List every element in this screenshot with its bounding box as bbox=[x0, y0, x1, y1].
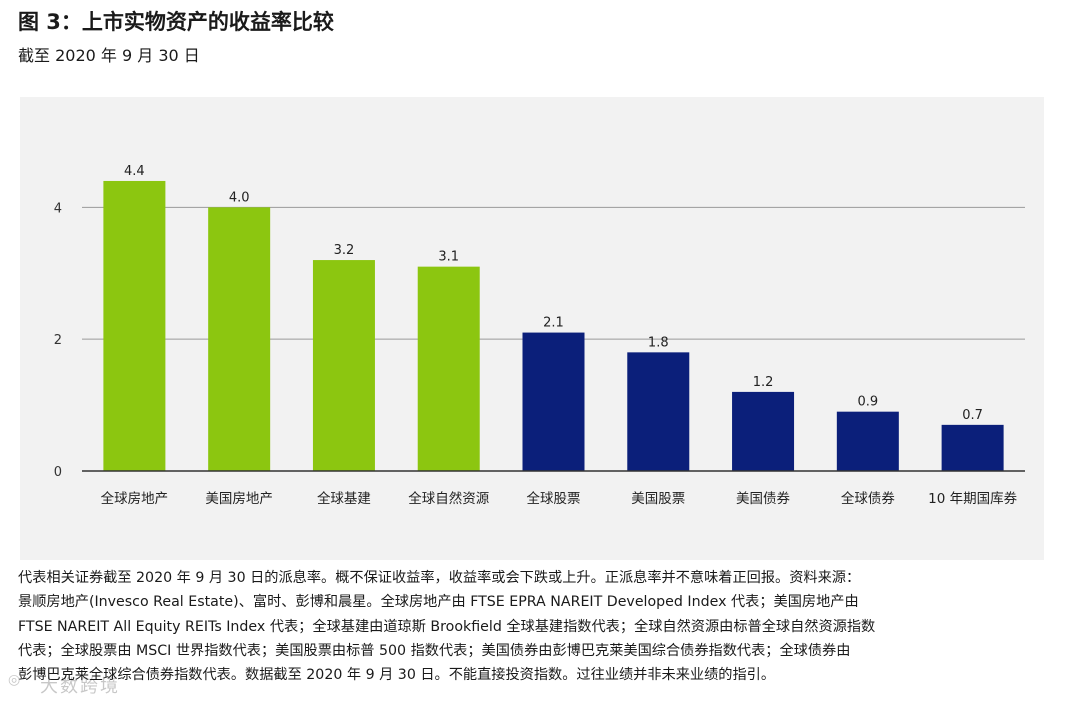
bar bbox=[836, 411, 899, 471]
chart-subtitle: 截至 2020 年 9 月 30 日 bbox=[18, 46, 200, 65]
data-label: 1.2 bbox=[753, 375, 774, 390]
chart-title: 图 3：上市实物资产的收益率比较 bbox=[18, 10, 334, 34]
x-tick-label: 10 年期国库券 bbox=[928, 491, 1017, 507]
y-tick-label: 0 bbox=[54, 465, 62, 480]
watermark-logo-icon: ◎ bbox=[8, 672, 21, 688]
bar-chart: 0 2 4 4.4 全球房地产 4.0 美国房地产 3.2 全球基建 3.1 全球自然资源 2.1 全球… bbox=[54, 164, 1025, 507]
footnote: 代表相关证券截至 2020 年 9 月 30 日的派息率。概不保证收益率，收益率… bbox=[18, 566, 1064, 687]
data-label: 2.1 bbox=[543, 316, 564, 331]
x-tick-label: 美国股票 bbox=[631, 491, 685, 507]
x-tick-label: 全球股票 bbox=[527, 490, 581, 507]
data-label: 3.1 bbox=[438, 250, 459, 265]
footnote-line: FTSE NAREIT All Equity REITs Index 代表；全球… bbox=[18, 618, 876, 635]
footnote-line: 代表相关证券截至 2020 年 9 月 30 日的派息率。概不保证收益率，收益率… bbox=[18, 570, 861, 586]
x-tick-label: 全球债券 bbox=[841, 490, 895, 507]
bar bbox=[627, 352, 690, 471]
y-tick-label: 2 bbox=[54, 333, 62, 348]
bar bbox=[522, 332, 585, 471]
bar bbox=[941, 424, 1004, 471]
data-label: 3.2 bbox=[334, 243, 355, 258]
data-label: 0.9 bbox=[857, 395, 878, 410]
data-label: 0.7 bbox=[962, 408, 983, 423]
footnote-line: 景顺房地产(Invesco Real Estate)、富时、彭博和晨星。全球房地… bbox=[18, 594, 859, 611]
data-label: 4.4 bbox=[124, 164, 145, 179]
watermark-text: 大数跨境 bbox=[40, 676, 120, 697]
x-tick-label: 全球自然资源 bbox=[408, 490, 489, 507]
bar bbox=[732, 391, 795, 471]
x-tick-label: 全球基建 bbox=[317, 490, 371, 507]
data-label: 1.8 bbox=[648, 335, 669, 350]
footnote-line: 彭博巴克莱全球综合债券指数代表。数据截至 2020 年 9 月 30 日。不能直… bbox=[18, 667, 776, 684]
x-tick-label: 美国房地产 bbox=[205, 491, 273, 507]
bar bbox=[103, 180, 166, 472]
x-tick-label: 全球房地产 bbox=[101, 490, 169, 507]
x-tick-label: 美国债券 bbox=[736, 491, 790, 507]
data-label: 4.0 bbox=[229, 190, 250, 205]
bar bbox=[208, 207, 271, 471]
y-tick-label: 4 bbox=[54, 201, 62, 216]
bar bbox=[312, 260, 375, 471]
bar bbox=[417, 266, 480, 471]
chart-panel: 0 2 4 4.4 全球房地产 4.0 美国房地产 3.2 全球基建 3.1 全球自然资源 2.1 全球… bbox=[20, 97, 1044, 560]
footnote-line: 代表；全球股票由 MSCI 世界指数代表；美国股票由标普 500 指数代表；美国… bbox=[18, 642, 851, 659]
